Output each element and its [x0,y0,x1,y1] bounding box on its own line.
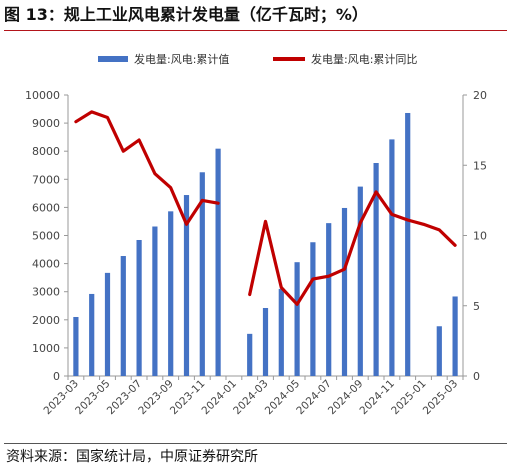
left-axis-tick-label: 1000 [32,342,60,355]
right-axis-tick-label: 5 [473,300,480,313]
bar-series [73,112,458,376]
line-segment [74,110,220,226]
bar [73,316,79,376]
bar [310,242,316,376]
left-axis-tick-label: 6000 [32,201,60,214]
bar [262,307,269,376]
right-axis-tick-label: 10 [473,230,487,243]
line-segment [248,190,457,306]
chart: 发电量:风电:累计值 发电量:风电:累计同比 0 1000 2000 3000 4000 5… [25,52,487,418]
right-axis-tick-label: 0 [473,370,480,383]
bar [199,172,205,376]
bar [278,288,284,376]
bar [373,163,379,376]
left-axis-tick-label: 7000 [32,173,60,186]
right-axis: 0 5 10 15 20 [462,89,487,383]
bar [436,326,442,376]
left-axis-tick-label: 8000 [32,145,60,158]
bar [326,223,332,376]
right-axis-tick-label: 15 [473,159,487,172]
bar [452,296,458,376]
right-axis-tick-label: 20 [473,89,487,102]
x-axis-tick-label: 2025-03 [421,378,461,418]
legend-line-label: 发电量:风电:累计同比 [311,52,417,66]
left-axis-tick-label: 2000 [32,314,60,327]
bar [183,195,190,376]
left-axis-tick-label: 10000 [25,89,60,102]
source-note: 资料来源：国家统计局，中原证券研究所 [6,449,258,465]
bar [405,112,411,376]
bar [215,148,221,376]
title-divider [4,30,507,31]
source-divider [4,443,507,444]
left-axis-tick-label: 5000 [32,230,60,243]
bar [247,333,253,376]
legend: 发电量:风电:累计值 发电量:风电:累计同比 [98,52,417,66]
legend-bar-swatch [98,56,128,62]
bar [341,207,348,376]
left-axis-tick-label: 9000 [32,117,60,130]
bar [357,186,363,376]
bar [89,293,95,376]
left-axis-tick-label: 4000 [32,258,60,271]
bar [152,226,158,376]
bar [294,262,300,376]
bar [389,139,395,376]
line-series [74,110,457,306]
x-axis: 2023-032023-052023-072023-092023-112024-… [42,375,464,418]
bar [168,211,174,376]
bar [136,239,142,376]
left-axis: 0 1000 2000 3000 4000 5000 6000 7000 8000 9000 100… [25,89,69,383]
bar [104,272,111,376]
bar [120,256,126,376]
chart-title: 图 13：规上工业风电累计发电量（亿千瓦时；%） [4,5,368,24]
legend-bar-label: 发电量:风电:累计值 [134,52,229,66]
left-axis-tick-label: 0 [53,370,60,383]
left-axis-tick-label: 3000 [32,286,60,299]
